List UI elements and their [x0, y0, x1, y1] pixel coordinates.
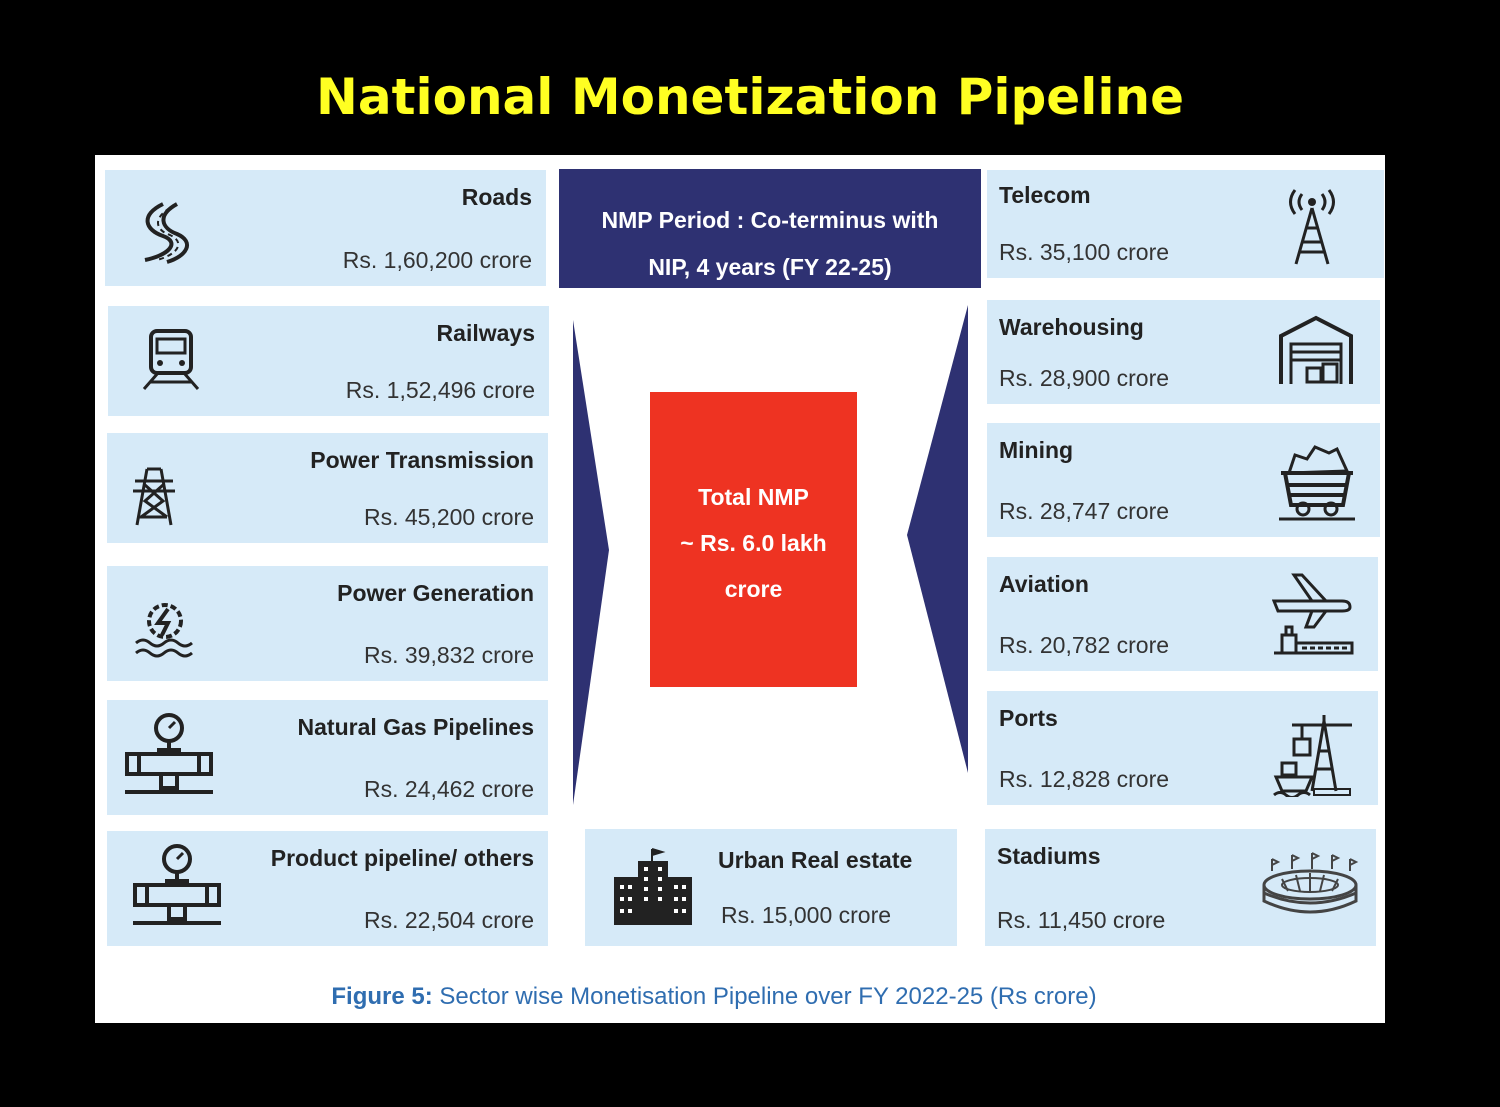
port-crane-icon	[1273, 715, 1352, 797]
sector-card-ports: Ports Rs. 12,828 crore	[987, 691, 1378, 805]
stadium-icon	[1262, 852, 1359, 914]
sector-name: Ports	[999, 705, 1058, 731]
sector-name: Mining	[999, 437, 1074, 463]
sector-name: Roads	[461, 184, 532, 210]
building-icon	[614, 848, 692, 925]
hydro-power-icon	[135, 603, 193, 658]
warehouse-icon	[1279, 315, 1353, 384]
sector-name: Aviation	[999, 571, 1089, 597]
figure-caption: Figure 5: Sector wise Monetisation Pipel…	[95, 983, 1333, 1011]
sector-card-aviation: Aviation Rs. 20,782 crore	[987, 557, 1378, 671]
right-arrow-shape	[907, 305, 968, 773]
sector-name: Power Transmission	[310, 447, 534, 473]
sector-value: Rs. 45,200 crore	[363, 504, 534, 530]
telecom-tower-icon	[1289, 189, 1335, 265]
sector-card-railways: Railways Rs. 1,52,496 crore	[108, 306, 549, 416]
sector-name: Power Generation	[337, 580, 534, 606]
caption-label: Figure 5:	[331, 983, 433, 1010]
sector-name: Railways	[436, 320, 535, 346]
mining-cart-icon	[1279, 445, 1355, 521]
total-nmp-box: Total NMP ~ Rs. 6.0 lakh crore	[650, 392, 857, 687]
sector-card-power-transmission: Power Transmission Rs. 45,200 crore	[107, 433, 548, 543]
sector-value: Rs. 11,450 crore	[997, 907, 1166, 933]
sector-value: Rs. 28,900 crore	[999, 365, 1170, 391]
sector-name: Telecom	[999, 182, 1091, 208]
road-icon	[144, 202, 189, 264]
sector-card-telecom: Telecom Rs. 35,100 crore	[987, 170, 1384, 278]
sector-card-urban-real-estate: Urban Real estate Rs. 15,000 crore	[585, 829, 957, 946]
nmp-period-box: NMP Period : Co-terminus with NIP, 4 yea…	[559, 169, 981, 288]
sector-name: Warehousing	[999, 314, 1144, 340]
left-arrow-shape	[573, 320, 609, 805]
funnel-arrows	[573, 305, 968, 805]
sector-value: Rs. 1,60,200 crore	[342, 247, 532, 273]
sector-card-natural-gas-pipelines: Natural Gas Pipelines Rs. 24,462 crore	[107, 700, 548, 815]
sector-value: Rs. 24,462 crore	[363, 776, 534, 802]
sector-value: Rs. 20,782 crore	[999, 632, 1170, 658]
sector-value: Rs. 28,747 crore	[999, 498, 1170, 524]
transmission-tower-icon	[133, 467, 175, 526]
airplane-icon	[1272, 573, 1354, 655]
sector-name: Product pipeline/ others	[270, 845, 534, 871]
sector-card-warehousing: Warehousing Rs. 28,900 crore	[987, 300, 1380, 404]
urban-name: Urban Real estate	[718, 847, 913, 873]
sector-name: Stadiums	[997, 843, 1101, 869]
page-title: National Monetization Pipeline	[315, 68, 1185, 126]
total-line-3: crore	[724, 576, 783, 602]
sector-value: Rs. 35,100 crore	[999, 239, 1170, 265]
sector-value: Rs. 39,832 crore	[363, 642, 534, 668]
sector-value: Rs. 22,504 crore	[363, 907, 534, 933]
sector-name: Natural Gas Pipelines	[297, 714, 534, 740]
pipeline-icon	[133, 844, 221, 925]
gas-pipeline-icon	[125, 713, 213, 794]
sector-value: Rs. 1,52,496 crore	[345, 377, 535, 403]
total-line-2: ~ Rs. 6.0 lakh	[680, 530, 827, 556]
total-line-1: Total NMP	[698, 484, 809, 510]
urban-value: Rs. 15,000 crore	[721, 902, 892, 928]
sector-card-power-generation: Power Generation Rs. 39,832 crore	[107, 566, 548, 681]
sector-card-mining: Mining Rs. 28,747 crore	[987, 423, 1380, 537]
train-icon	[142, 329, 200, 390]
sector-card-product-pipeline: Product pipeline/ others Rs. 22,504 cror…	[107, 831, 548, 946]
caption-text: Sector wise Monetisation Pipeline over F…	[432, 983, 1097, 1010]
period-line-2: NIP, 4 years (FY 22-25)	[648, 254, 892, 280]
period-line-1: NMP Period : Co-terminus with	[601, 207, 939, 233]
infographic-panel: Roads Rs. 1,60,200 crore Railways Rs. 1,…	[95, 155, 1385, 1023]
sector-card-stadiums: Stadiums Rs. 11,450 crore	[985, 829, 1376, 946]
sector-value: Rs. 12,828 crore	[999, 766, 1170, 792]
sector-card-roads: Roads Rs. 1,60,200 crore	[105, 170, 546, 286]
